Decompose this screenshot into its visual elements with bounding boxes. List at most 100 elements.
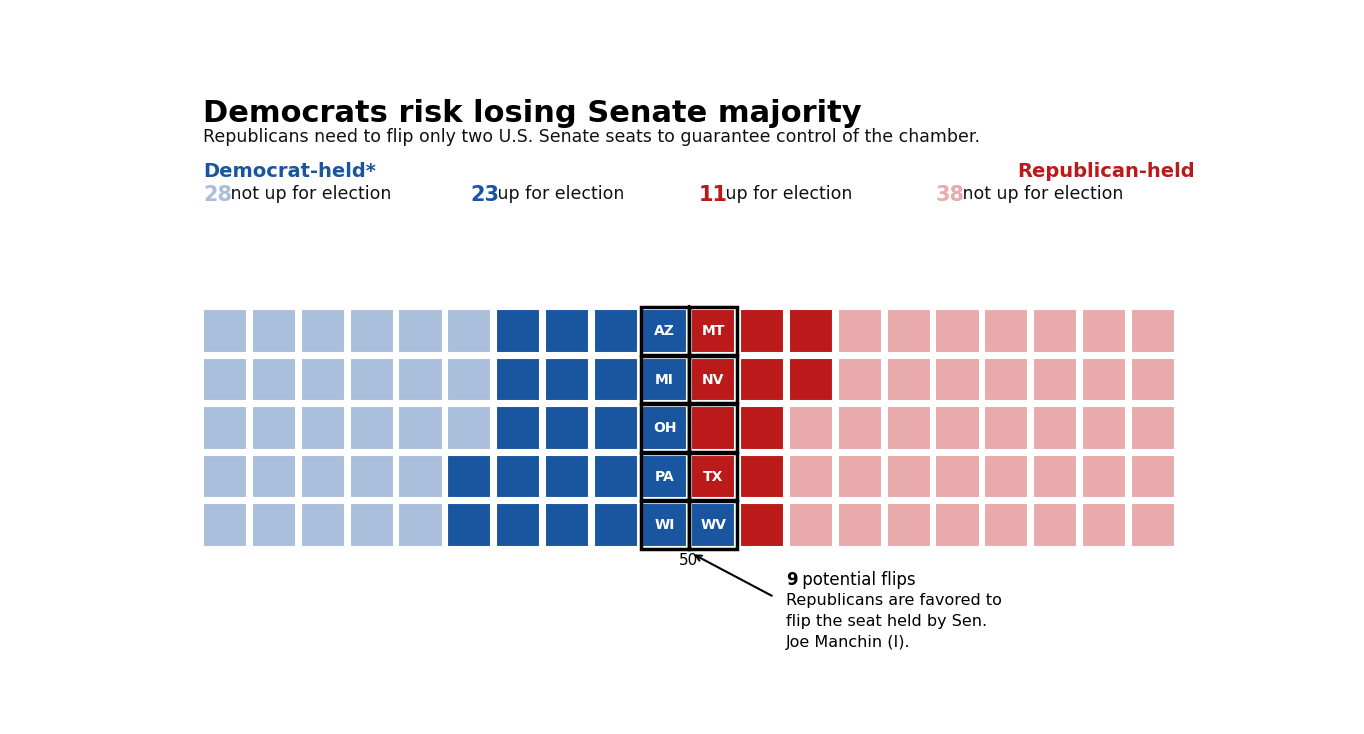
Bar <box>689 307 738 355</box>
Bar <box>398 454 442 498</box>
Bar <box>349 406 394 450</box>
Text: 38: 38 <box>936 185 964 205</box>
Text: MT: MT <box>701 324 726 338</box>
Text: 9: 9 <box>786 571 798 589</box>
Bar <box>593 406 638 450</box>
Bar <box>788 309 833 353</box>
Text: Republicans need to flip only two U.S. Senate seats to guarantee control of the : Republicans need to flip only two U.S. S… <box>203 128 981 146</box>
Bar <box>692 357 735 401</box>
Bar <box>741 309 784 353</box>
Bar <box>252 454 296 498</box>
Bar <box>203 406 247 450</box>
Bar <box>985 357 1028 401</box>
Bar <box>642 309 686 353</box>
Bar <box>641 501 689 549</box>
Bar <box>837 454 883 498</box>
Bar <box>741 406 784 450</box>
Bar <box>1033 406 1078 450</box>
Bar <box>203 454 247 498</box>
Bar <box>741 454 784 498</box>
Bar <box>447 406 491 450</box>
Text: 28: 28 <box>203 185 232 205</box>
Text: TX: TX <box>704 470 723 484</box>
Bar <box>1131 503 1174 547</box>
Bar <box>496 357 540 401</box>
Bar <box>593 454 638 498</box>
Text: 50: 50 <box>679 553 698 568</box>
Bar <box>447 309 491 353</box>
Text: potential flips: potential flips <box>797 571 915 589</box>
Bar <box>1082 503 1127 547</box>
Bar <box>1131 406 1174 450</box>
Bar <box>837 309 883 353</box>
Bar <box>398 357 442 401</box>
Bar <box>593 357 638 401</box>
Bar <box>936 357 979 401</box>
Bar <box>936 406 979 450</box>
Bar <box>544 406 589 450</box>
Bar <box>788 503 833 547</box>
Bar <box>203 357 247 401</box>
Bar <box>447 503 491 547</box>
Bar <box>447 357 491 401</box>
Bar <box>1082 406 1127 450</box>
Text: 23: 23 <box>471 185 499 205</box>
Bar <box>936 454 979 498</box>
Bar <box>1082 454 1127 498</box>
Bar <box>496 406 540 450</box>
Bar <box>741 503 784 547</box>
Bar <box>496 309 540 353</box>
Bar <box>1082 357 1127 401</box>
Bar <box>252 503 296 547</box>
Bar <box>887 454 930 498</box>
Text: WV: WV <box>700 518 727 532</box>
Bar <box>349 454 394 498</box>
Bar <box>203 503 247 547</box>
Bar <box>692 309 735 353</box>
Bar <box>788 406 833 450</box>
Bar <box>252 357 296 401</box>
Bar <box>641 356 689 404</box>
Bar <box>887 503 930 547</box>
Bar <box>349 503 394 547</box>
Bar <box>642 454 686 498</box>
Bar <box>593 503 638 547</box>
Bar <box>252 309 296 353</box>
Bar <box>544 309 589 353</box>
Bar <box>398 406 442 450</box>
Bar <box>300 406 345 450</box>
Text: AZ: AZ <box>655 324 675 338</box>
Bar <box>642 357 686 401</box>
Bar <box>496 454 540 498</box>
Bar <box>300 357 345 401</box>
Bar <box>741 357 784 401</box>
Bar <box>887 309 930 353</box>
Bar <box>837 406 883 450</box>
Bar <box>544 357 589 401</box>
Text: Republicans are favored to
flip the seat held by Sen.
Joe Manchin (I).: Republicans are favored to flip the seat… <box>786 593 1001 650</box>
Bar <box>837 357 883 401</box>
Text: Democrat-held*: Democrat-held* <box>203 162 376 181</box>
Bar <box>1131 309 1174 353</box>
Bar <box>1033 357 1078 401</box>
Bar <box>689 501 738 549</box>
Bar <box>203 309 247 353</box>
Bar <box>398 503 442 547</box>
Text: up for election: up for election <box>720 185 852 203</box>
Bar <box>642 406 686 450</box>
Bar <box>349 357 394 401</box>
Bar <box>398 309 442 353</box>
Bar <box>887 406 930 450</box>
Bar <box>641 404 689 452</box>
Bar <box>349 309 394 353</box>
Bar <box>985 503 1028 547</box>
Bar <box>692 454 735 498</box>
Bar <box>985 309 1028 353</box>
Bar <box>1033 309 1078 353</box>
Text: Republican-held: Republican-held <box>1018 162 1195 181</box>
Bar <box>936 503 979 547</box>
Text: WI: WI <box>655 518 675 532</box>
Bar <box>593 309 638 353</box>
Bar <box>689 356 738 404</box>
Text: not up for election: not up for election <box>958 185 1124 203</box>
